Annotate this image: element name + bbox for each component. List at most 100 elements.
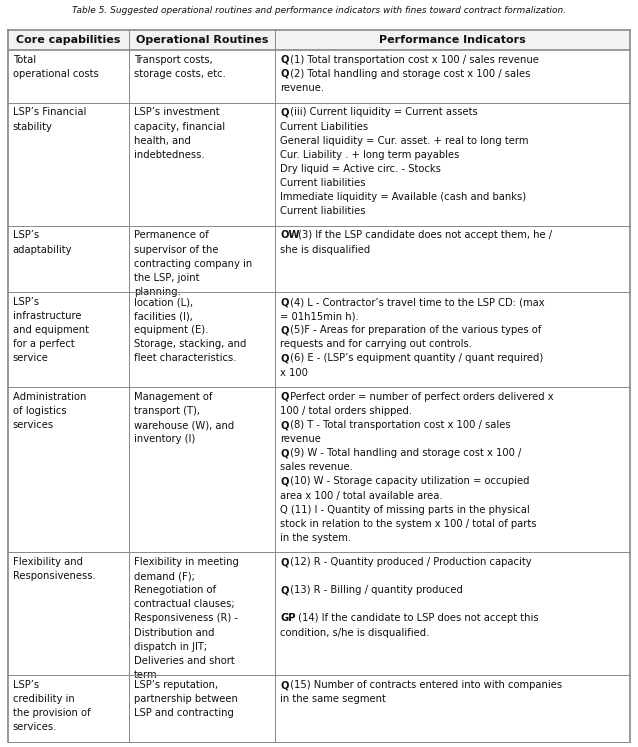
Text: Q: Q bbox=[280, 420, 289, 430]
Text: Flexibility in meeting: Flexibility in meeting bbox=[134, 557, 239, 567]
Text: (12) R - Quantity produced / Production capacity: (12) R - Quantity produced / Production … bbox=[288, 557, 532, 567]
Text: 100 / total orders shipped.: 100 / total orders shipped. bbox=[280, 406, 412, 416]
Text: for a perfect: for a perfect bbox=[13, 339, 78, 350]
Text: Immediate liquidity = Available (cash and banks): Immediate liquidity = Available (cash an… bbox=[280, 192, 526, 202]
Text: LSP and contracting: LSP and contracting bbox=[134, 708, 234, 719]
Text: x 100: x 100 bbox=[280, 368, 308, 377]
Text: service: service bbox=[13, 353, 48, 364]
Text: supervisor of the: supervisor of the bbox=[134, 244, 219, 255]
Text: fleet characteristics.: fleet characteristics. bbox=[134, 353, 237, 364]
Text: LSP’s reputation,: LSP’s reputation, bbox=[134, 681, 218, 690]
Text: she is disqualified: she is disqualified bbox=[280, 244, 371, 255]
Text: LSP’s Financial: LSP’s Financial bbox=[13, 108, 89, 117]
Text: (10) W - Storage capacity utilization = occupied: (10) W - Storage capacity utilization = … bbox=[288, 477, 533, 486]
Text: Operational Routines: Operational Routines bbox=[136, 35, 269, 45]
Text: Performance Indicators: Performance Indicators bbox=[380, 35, 526, 45]
Text: OW: OW bbox=[280, 231, 300, 241]
Text: Dry liquid = Active circ. - Stocks: Dry liquid = Active circ. - Stocks bbox=[280, 164, 441, 174]
Text: and equipment: and equipment bbox=[13, 325, 92, 335]
Text: Administration: Administration bbox=[13, 392, 89, 402]
Text: Q: Q bbox=[280, 681, 289, 690]
Text: (5)F - Areas for preparation of the various types of: (5)F - Areas for preparation of the vari… bbox=[288, 325, 545, 335]
Text: Permanence of: Permanence of bbox=[134, 231, 209, 241]
Text: in the same segment: in the same segment bbox=[280, 694, 386, 704]
Text: Q: Q bbox=[280, 297, 289, 307]
Text: Total: Total bbox=[13, 55, 39, 65]
Text: (1) Total transportation cost x 100 / sales revenue: (1) Total transportation cost x 100 / sa… bbox=[288, 55, 539, 65]
Text: Q (11) I - Quantity of missing parts in the physical: Q (11) I - Quantity of missing parts in … bbox=[280, 504, 533, 515]
Text: Responsiveness.: Responsiveness. bbox=[13, 571, 96, 581]
Text: Responsiveness (R) -: Responsiveness (R) - bbox=[134, 613, 238, 624]
Text: Management of: Management of bbox=[134, 392, 212, 402]
Text: Distribution and: Distribution and bbox=[134, 627, 214, 638]
Text: indebtedness.: indebtedness. bbox=[134, 149, 205, 160]
Text: capacity, financial: capacity, financial bbox=[134, 122, 225, 131]
Text: Q: Q bbox=[280, 392, 289, 402]
Text: Q: Q bbox=[280, 586, 289, 595]
Bar bbox=[8, 30, 630, 50]
Text: Deliveries and short: Deliveries and short bbox=[134, 656, 235, 666]
Text: warehouse (W), and: warehouse (W), and bbox=[134, 420, 234, 430]
Text: LSP’s investment: LSP’s investment bbox=[134, 108, 219, 117]
Text: Q: Q bbox=[280, 353, 289, 364]
Text: Renegotiation of: Renegotiation of bbox=[134, 586, 216, 595]
Text: equipment (E).: equipment (E). bbox=[134, 325, 209, 335]
Text: inventory (I): inventory (I) bbox=[134, 434, 195, 444]
Text: Perfect order = number of perfect orders delivered x: Perfect order = number of perfect orders… bbox=[288, 392, 557, 402]
Text: term: term bbox=[134, 670, 158, 680]
Text: (8) T - Total transportation cost x 100 / sales: (8) T - Total transportation cost x 100 … bbox=[288, 420, 514, 430]
Text: condition, s/he is disqualified.: condition, s/he is disqualified. bbox=[280, 627, 430, 638]
Text: Q: Q bbox=[280, 69, 289, 79]
Text: infrastructure: infrastructure bbox=[13, 311, 84, 321]
Text: = 01h15min h).: = 01h15min h). bbox=[280, 311, 359, 321]
Text: Q: Q bbox=[280, 557, 289, 567]
Text: of logistics: of logistics bbox=[13, 406, 70, 416]
Text: Cur. Liability . + long term payables: Cur. Liability . + long term payables bbox=[280, 149, 460, 160]
Text: Q: Q bbox=[280, 477, 289, 486]
Text: Q: Q bbox=[280, 448, 289, 458]
Text: Q: Q bbox=[280, 325, 289, 335]
Text: (15) Number of contracts entered into with companies: (15) Number of contracts entered into wi… bbox=[288, 681, 566, 690]
Text: (4) L - Contractor’s travel time to the LSP CD: (max: (4) L - Contractor’s travel time to the … bbox=[288, 297, 548, 307]
Text: the LSP, joint: the LSP, joint bbox=[134, 273, 200, 282]
Text: (iii) Current liquidity = Current assets: (iii) Current liquidity = Current assets bbox=[288, 108, 478, 117]
Text: (9) W - Total handling and storage cost x 100 /: (9) W - Total handling and storage cost … bbox=[288, 448, 525, 458]
Text: credibility in: credibility in bbox=[13, 694, 78, 704]
Text: Current Liabilities: Current Liabilities bbox=[280, 122, 369, 131]
Text: General liquidity = Cur. asset. + real to long term: General liquidity = Cur. asset. + real t… bbox=[280, 136, 529, 146]
Text: Core capabilities: Core capabilities bbox=[17, 35, 121, 45]
Text: in the system.: in the system. bbox=[280, 533, 352, 543]
Text: partnership between: partnership between bbox=[134, 694, 238, 704]
Text: (2) Total handling and storage cost x 100 / sales: (2) Total handling and storage cost x 10… bbox=[288, 69, 534, 79]
Text: Q: Q bbox=[280, 108, 289, 117]
Text: Current liabilities: Current liabilities bbox=[280, 206, 366, 216]
Text: (13) R - Billing / quantity produced: (13) R - Billing / quantity produced bbox=[288, 586, 463, 595]
Text: sales revenue.: sales revenue. bbox=[280, 462, 353, 472]
Text: area x 100 / total available area.: area x 100 / total available area. bbox=[280, 491, 443, 500]
Text: LSP’s: LSP’s bbox=[13, 681, 42, 690]
Text: facilities (I),: facilities (I), bbox=[134, 311, 193, 321]
Text: dispatch in JIT;: dispatch in JIT; bbox=[134, 642, 207, 651]
Text: Storage, stacking, and: Storage, stacking, and bbox=[134, 339, 246, 350]
Text: LSP’s: LSP’s bbox=[13, 231, 42, 241]
Text: Table 5. Suggested operational routines and performance indicators with fines to: Table 5. Suggested operational routines … bbox=[72, 6, 566, 15]
Text: stock in relation to the system x 100 / total of parts: stock in relation to the system x 100 / … bbox=[280, 518, 540, 529]
Text: location (L),: location (L), bbox=[134, 297, 193, 307]
Text: LSP’s: LSP’s bbox=[13, 297, 42, 307]
Text: operational costs: operational costs bbox=[13, 69, 99, 79]
Text: planning.: planning. bbox=[134, 287, 181, 297]
Text: storage costs, etc.: storage costs, etc. bbox=[134, 69, 226, 79]
Text: requests and for carrying out controls.: requests and for carrying out controls. bbox=[280, 339, 472, 350]
Text: revenue: revenue bbox=[280, 434, 321, 444]
Text: contractual clauses;: contractual clauses; bbox=[134, 599, 235, 610]
Text: (3) If the LSP candidate does not accept them, he /: (3) If the LSP candidate does not accept… bbox=[295, 231, 555, 241]
Text: demand (F);: demand (F); bbox=[134, 571, 195, 581]
Text: services: services bbox=[13, 420, 54, 430]
Text: GP: GP bbox=[280, 613, 296, 624]
Text: services.: services. bbox=[13, 722, 57, 732]
Text: revenue.: revenue. bbox=[280, 83, 325, 93]
Text: Current liabilities: Current liabilities bbox=[280, 178, 366, 187]
Text: contracting company in: contracting company in bbox=[134, 258, 253, 269]
Text: (6) E - (LSP’s equipment quantity / quant required): (6) E - (LSP’s equipment quantity / quan… bbox=[288, 353, 547, 364]
Text: Flexibility and: Flexibility and bbox=[13, 557, 86, 567]
